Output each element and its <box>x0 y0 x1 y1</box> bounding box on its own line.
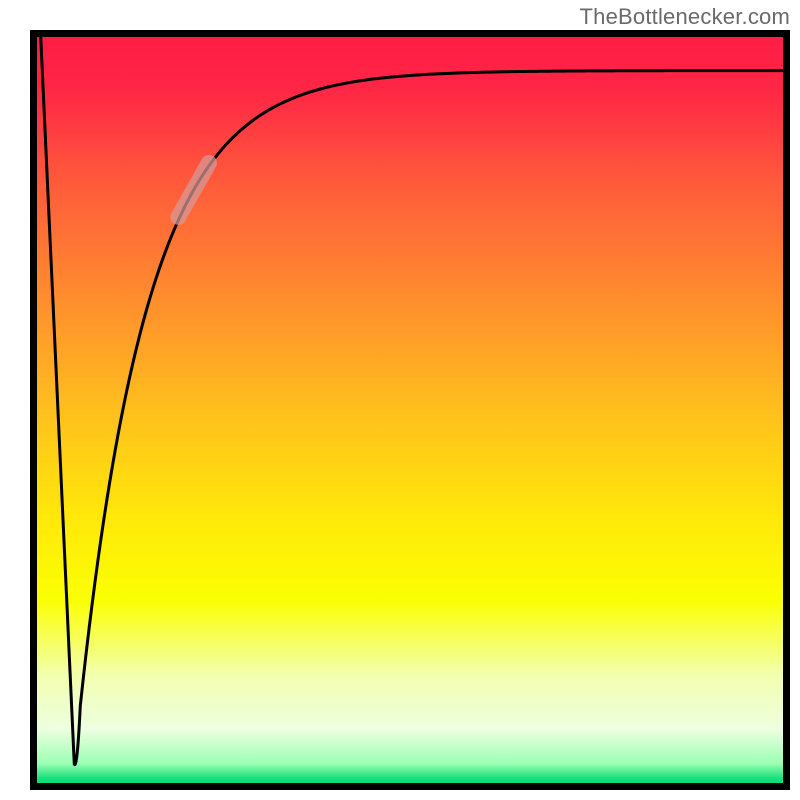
curve-layer <box>30 30 790 790</box>
highlight-marker <box>178 163 209 217</box>
chart-canvas: TheBottlenecker.com <box>0 0 800 800</box>
watermark-text: TheBottlenecker.com <box>580 4 790 30</box>
plot-area <box>30 30 790 790</box>
bottleneck-curve <box>41 37 783 765</box>
